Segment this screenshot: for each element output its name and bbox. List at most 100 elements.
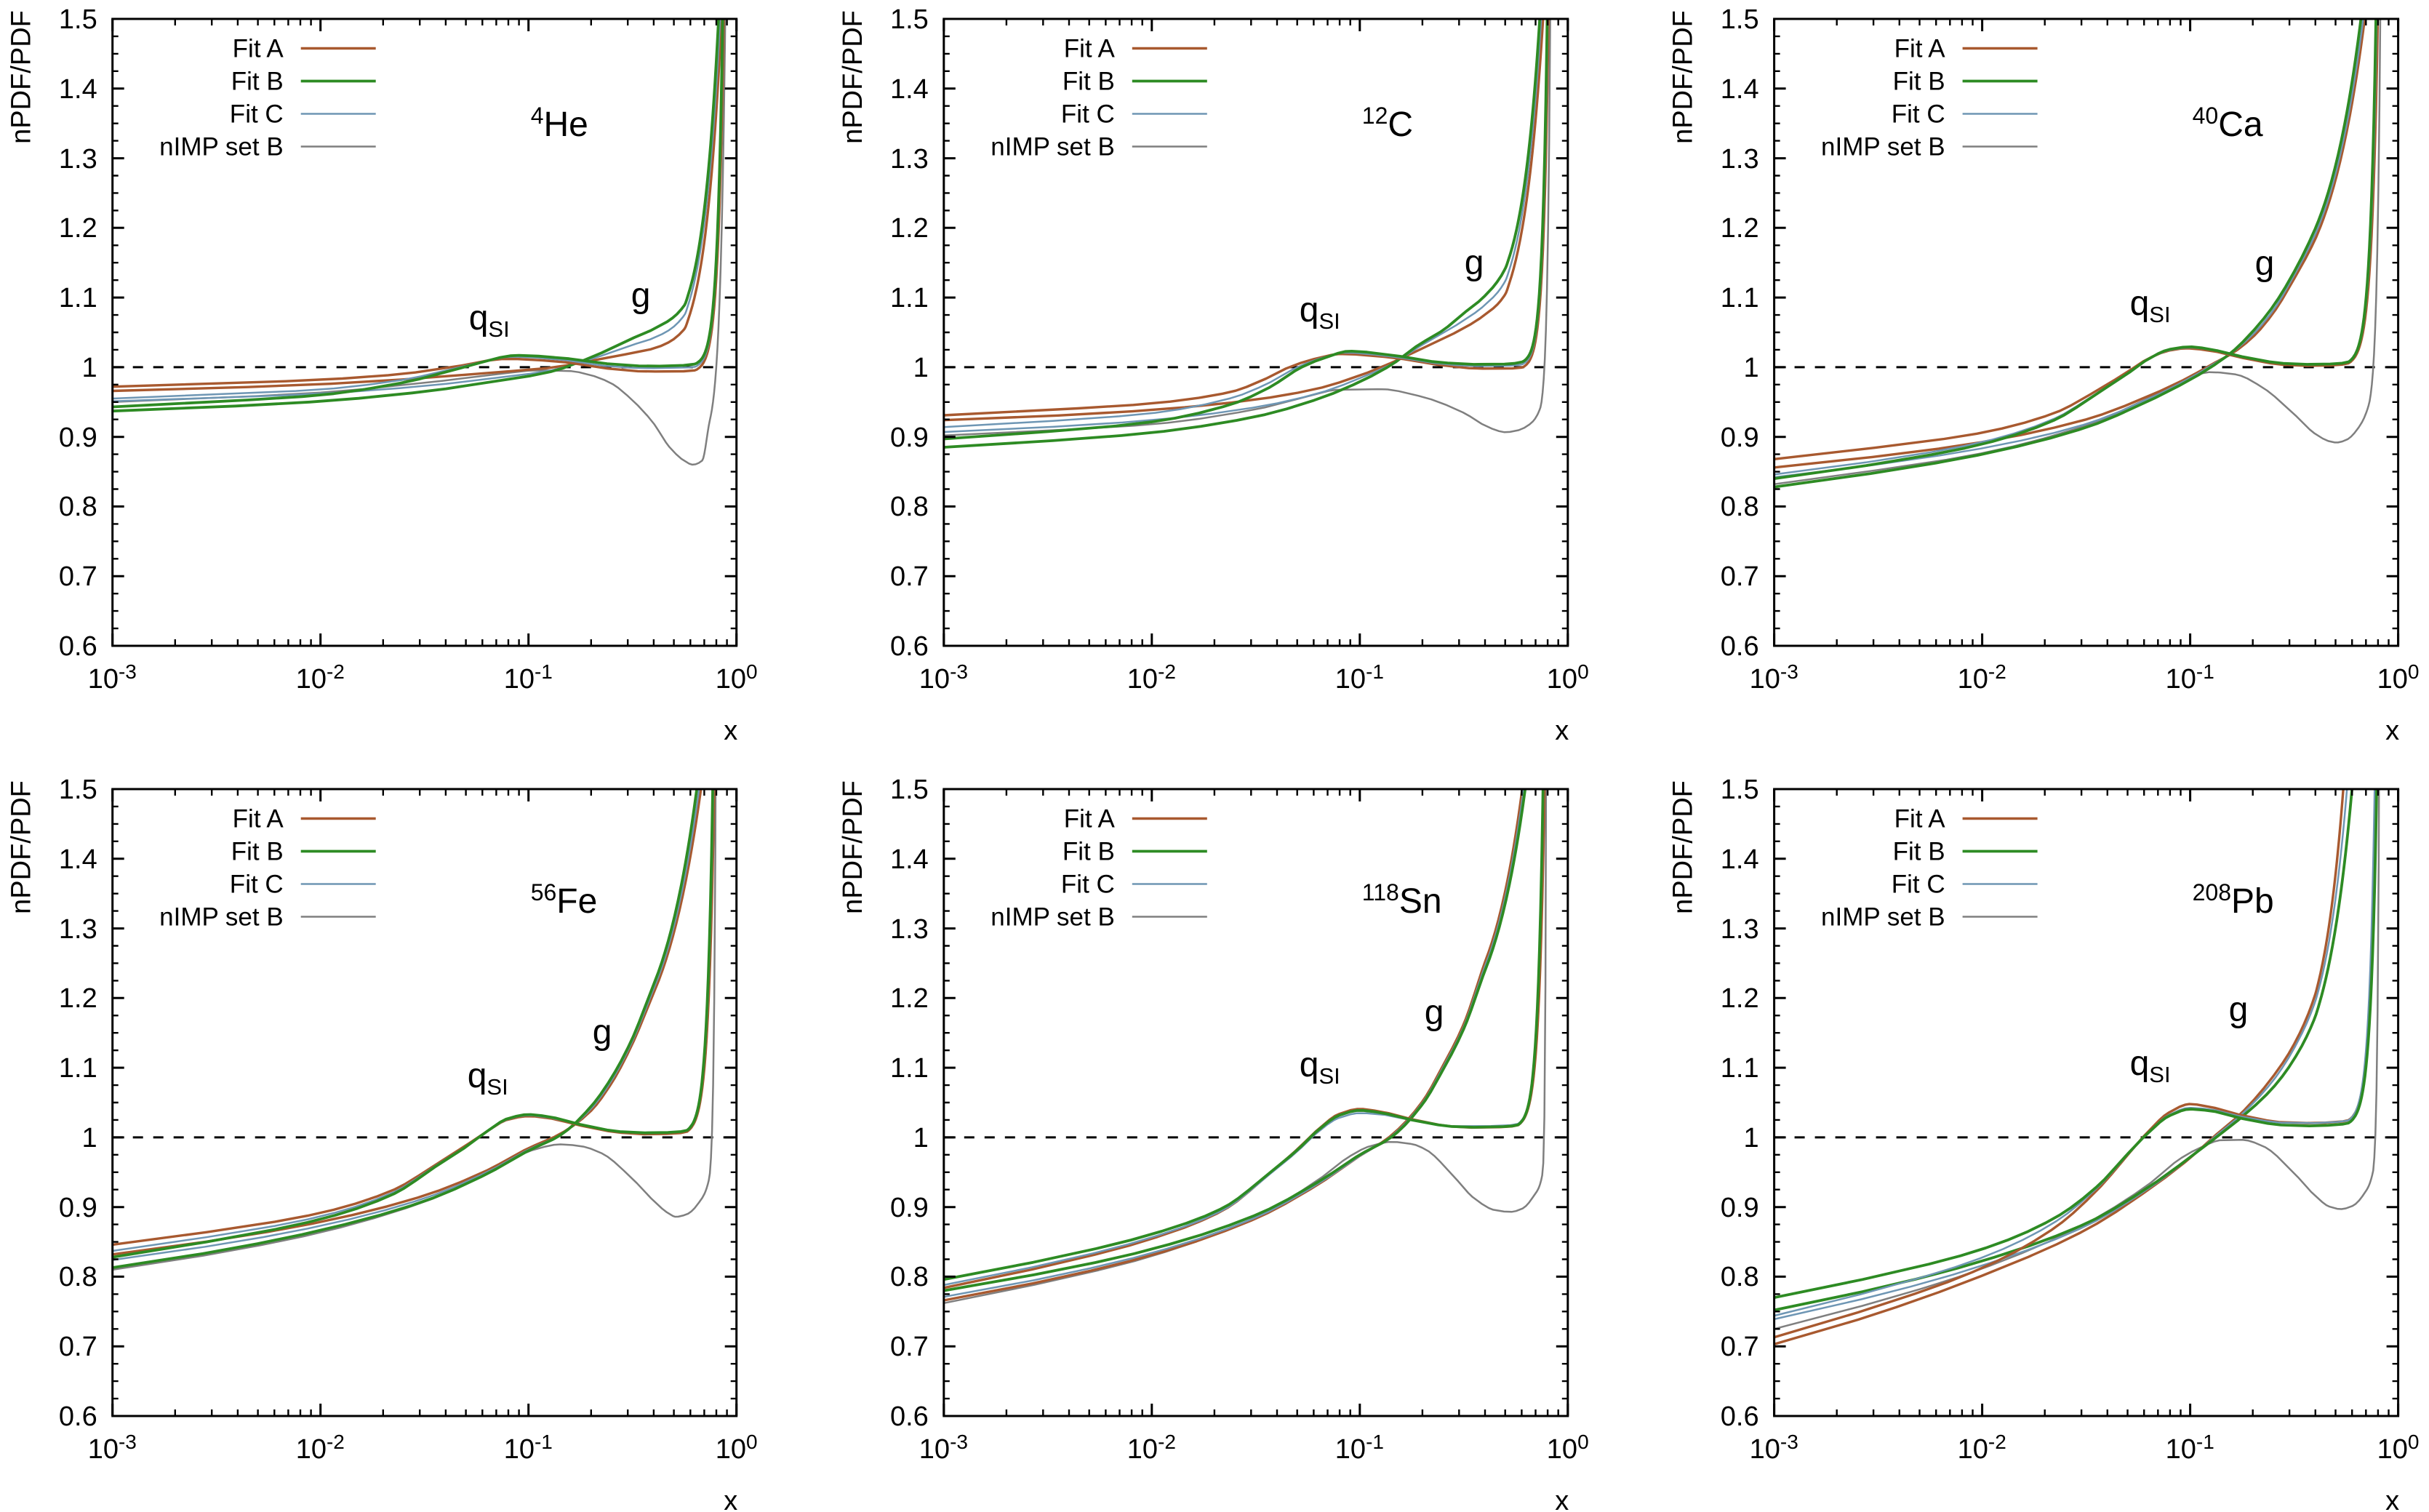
- svg-text:0.9: 0.9: [1721, 1193, 1759, 1223]
- svg-text:Fit B: Fit B: [1063, 838, 1115, 866]
- svg-text:Fit C: Fit C: [230, 871, 284, 899]
- svg-text:1: 1: [913, 353, 929, 383]
- svg-text:nIMP set B: nIMP set B: [159, 903, 284, 932]
- svg-text:0.8: 0.8: [59, 492, 97, 522]
- svg-text:1: 1: [82, 353, 97, 383]
- svg-text:4He: 4He: [531, 103, 588, 144]
- svg-text:nIMP set B: nIMP set B: [1821, 903, 1945, 932]
- svg-text:Fit A: Fit A: [233, 805, 284, 833]
- svg-text:Fit C: Fit C: [1892, 100, 1945, 129]
- svg-text:nPDF/PDF: nPDF/PDF: [838, 10, 868, 144]
- svg-text:Fit C: Fit C: [1061, 100, 1115, 129]
- svg-text:1.3: 1.3: [59, 144, 97, 175]
- svg-text:118Sn: 118Sn: [1362, 879, 1442, 921]
- svg-text:Fit B: Fit B: [231, 838, 284, 866]
- svg-text:1: 1: [913, 1123, 929, 1153]
- svg-text:0.7: 0.7: [1721, 561, 1759, 592]
- svg-text:x: x: [2385, 716, 2399, 746]
- svg-text:1.5: 1.5: [59, 4, 97, 35]
- svg-text:Fit B: Fit B: [1063, 68, 1115, 96]
- svg-text:1.2: 1.2: [59, 213, 97, 244]
- svg-text:1.2: 1.2: [59, 983, 97, 1014]
- svg-text:Fit B: Fit B: [1893, 68, 1945, 96]
- svg-text:x: x: [724, 716, 737, 746]
- svg-text:0.6: 0.6: [890, 1401, 929, 1432]
- svg-text:0.8: 0.8: [890, 1262, 929, 1292]
- svg-text:1.1: 1.1: [890, 283, 929, 313]
- svg-text:Fit A: Fit A: [233, 35, 284, 63]
- svg-text:g: g: [1425, 993, 1444, 1032]
- svg-text:1.2: 1.2: [890, 213, 929, 244]
- svg-text:nPDF/PDF: nPDF/PDF: [7, 10, 37, 144]
- svg-text:0.6: 0.6: [59, 1401, 97, 1432]
- svg-text:1.4: 1.4: [1721, 74, 1759, 105]
- svg-text:0.7: 0.7: [1721, 1332, 1759, 1362]
- svg-text:0.8: 0.8: [1721, 492, 1759, 522]
- svg-text:x: x: [724, 1486, 737, 1512]
- svg-text:0.6: 0.6: [59, 631, 97, 662]
- svg-text:12C: 12C: [1362, 103, 1413, 144]
- svg-text:Fit C: Fit C: [230, 100, 284, 129]
- svg-text:1.1: 1.1: [59, 1053, 97, 1084]
- svg-text:1: 1: [1743, 1123, 1758, 1153]
- svg-text:x: x: [1555, 1486, 1569, 1512]
- svg-text:0.9: 0.9: [1721, 423, 1759, 453]
- svg-text:208Pb: 208Pb: [2193, 879, 2274, 921]
- svg-text:Fit C: Fit C: [1061, 871, 1115, 899]
- svg-text:1.4: 1.4: [890, 844, 929, 875]
- svg-text:56Fe: 56Fe: [531, 879, 598, 921]
- svg-text:1.1: 1.1: [890, 1053, 929, 1084]
- svg-text:1.5: 1.5: [890, 4, 929, 35]
- svg-text:1.3: 1.3: [1721, 144, 1759, 175]
- svg-text:40Ca: 40Ca: [2193, 103, 2263, 144]
- svg-text:1.3: 1.3: [1721, 914, 1759, 945]
- svg-text:1.5: 1.5: [1721, 4, 1759, 35]
- svg-text:1.5: 1.5: [890, 775, 929, 805]
- svg-text:1.1: 1.1: [59, 283, 97, 313]
- svg-text:1.4: 1.4: [59, 844, 97, 875]
- svg-text:g: g: [2229, 991, 2249, 1029]
- svg-text:nPDF/PDF: nPDF/PDF: [838, 780, 868, 914]
- svg-text:0.7: 0.7: [890, 1332, 929, 1362]
- svg-text:0.7: 0.7: [59, 561, 97, 592]
- svg-text:nPDF/PDF: nPDF/PDF: [1668, 10, 1699, 144]
- svg-text:1.3: 1.3: [890, 144, 929, 175]
- svg-text:nIMP set B: nIMP set B: [159, 133, 284, 161]
- svg-text:1.3: 1.3: [59, 914, 97, 945]
- svg-text:1: 1: [1743, 353, 1758, 383]
- svg-text:nPDF/PDF: nPDF/PDF: [1668, 780, 1699, 914]
- svg-text:nIMP set B: nIMP set B: [1821, 133, 1945, 161]
- svg-text:10-3: 10-3: [1750, 1431, 1798, 1465]
- svg-text:0.6: 0.6: [1721, 631, 1759, 662]
- svg-text:1.5: 1.5: [59, 775, 97, 805]
- svg-text:Fit A: Fit A: [1894, 805, 1946, 833]
- svg-text:1.3: 1.3: [890, 914, 929, 945]
- svg-text:Fit B: Fit B: [231, 68, 284, 96]
- svg-text:nIMP set B: nIMP set B: [991, 903, 1115, 932]
- svg-text:Fit C: Fit C: [1892, 871, 1945, 899]
- svg-text:0.6: 0.6: [890, 631, 929, 662]
- svg-text:nPDF/PDF: nPDF/PDF: [7, 780, 37, 914]
- svg-text:Fit A: Fit A: [1064, 35, 1116, 63]
- svg-text:1.4: 1.4: [59, 74, 97, 105]
- svg-text:nIMP set B: nIMP set B: [991, 133, 1115, 161]
- svg-text:0.9: 0.9: [59, 1193, 97, 1223]
- svg-text:1.2: 1.2: [890, 983, 929, 1014]
- svg-text:0.9: 0.9: [890, 423, 929, 453]
- svg-text:0.9: 0.9: [59, 423, 97, 453]
- svg-text:g: g: [2255, 244, 2275, 283]
- svg-text:1.4: 1.4: [890, 74, 929, 105]
- svg-text:10-2: 10-2: [1958, 1431, 2006, 1465]
- svg-text:1.2: 1.2: [1721, 213, 1759, 244]
- svg-text:Fit A: Fit A: [1064, 805, 1116, 833]
- svg-text:0.7: 0.7: [890, 561, 929, 592]
- svg-text:0.6: 0.6: [1721, 1401, 1759, 1432]
- svg-text:1: 1: [82, 1123, 97, 1153]
- svg-text:0.9: 0.9: [890, 1193, 929, 1223]
- svg-text:0.8: 0.8: [59, 1262, 97, 1292]
- svg-text:0.7: 0.7: [59, 1332, 97, 1362]
- svg-text:Fit B: Fit B: [1893, 838, 1945, 866]
- svg-text:Fit A: Fit A: [1894, 35, 1946, 63]
- svg-text:g: g: [593, 1013, 612, 1052]
- svg-text:1.2: 1.2: [1721, 983, 1759, 1014]
